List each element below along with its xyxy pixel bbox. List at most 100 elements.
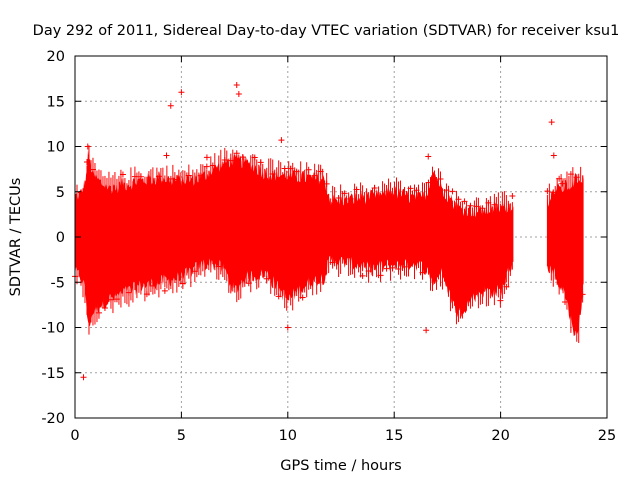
data-point xyxy=(251,154,258,161)
data-point xyxy=(287,165,294,172)
data-point xyxy=(573,174,580,181)
data-point xyxy=(131,173,138,180)
data-point xyxy=(275,293,282,300)
data-point xyxy=(371,184,378,191)
data-point xyxy=(95,309,102,316)
data-point xyxy=(197,172,204,179)
data-point xyxy=(245,280,252,287)
outlier-point xyxy=(80,374,87,381)
data-point xyxy=(365,267,372,274)
y-tick-label: -5 xyxy=(51,275,65,291)
outlier-point xyxy=(233,81,240,88)
data-point xyxy=(155,173,162,180)
data-point xyxy=(173,176,180,183)
data-point xyxy=(89,166,96,173)
data-point xyxy=(227,157,234,164)
data-point xyxy=(209,162,216,169)
data-series xyxy=(72,81,586,381)
data-point xyxy=(485,199,492,206)
y-tick-label: 0 xyxy=(56,230,65,246)
data-point xyxy=(179,280,186,287)
data-point xyxy=(101,304,108,311)
outlier-point xyxy=(559,180,566,187)
data-point xyxy=(503,283,510,290)
chart-title: Day 292 of 2011, Sidereal Day-to-day VTE… xyxy=(33,23,620,39)
data-point xyxy=(550,189,557,196)
data-point xyxy=(119,171,126,178)
outlier-point xyxy=(278,137,285,144)
data-point xyxy=(113,296,120,303)
data-point xyxy=(383,265,390,272)
data-point xyxy=(473,203,480,210)
outlier-point xyxy=(423,327,430,334)
data-point xyxy=(269,170,276,177)
data-point xyxy=(125,289,132,296)
data-point xyxy=(467,202,474,209)
data-point xyxy=(413,187,420,194)
outlier-point xyxy=(235,91,242,98)
outlier-point xyxy=(163,152,170,159)
outlier-point xyxy=(548,119,555,126)
data-point xyxy=(347,195,354,202)
data-point xyxy=(455,196,462,203)
data-point xyxy=(567,171,574,178)
data-point xyxy=(239,154,246,161)
data-point xyxy=(335,194,342,201)
data-point xyxy=(203,163,210,170)
data-point xyxy=(359,272,366,279)
x-tick-label: 25 xyxy=(598,428,616,444)
data-point xyxy=(491,201,498,208)
data-point xyxy=(107,296,114,303)
data-point xyxy=(311,172,318,179)
data-point xyxy=(395,265,402,272)
data-point xyxy=(353,186,360,193)
y-tick-label: -20 xyxy=(41,411,65,427)
data-point xyxy=(191,268,198,275)
data-point xyxy=(479,205,486,212)
y-tick-label: 10 xyxy=(47,140,65,156)
data-point xyxy=(341,190,348,197)
data-point xyxy=(233,150,240,157)
data-point xyxy=(137,173,144,180)
data-point xyxy=(323,180,330,187)
data-point xyxy=(77,189,84,196)
data-point xyxy=(443,187,450,194)
data-point xyxy=(215,263,222,270)
data-point xyxy=(562,299,569,306)
data-point xyxy=(281,165,288,172)
y-axis-label: SDTVAR / TECUs xyxy=(8,178,24,297)
data-point xyxy=(377,272,384,279)
outlier-point xyxy=(284,324,291,331)
outlier-point xyxy=(84,143,91,150)
x-tick-label: 15 xyxy=(385,428,403,444)
data-point xyxy=(437,176,444,183)
outlier-point xyxy=(550,152,557,159)
data-point xyxy=(293,168,300,175)
data-point xyxy=(161,287,168,294)
x-axis-label: GPS time / hours xyxy=(280,458,401,474)
outlier-point xyxy=(425,153,432,160)
data-point xyxy=(509,193,516,200)
axis-ticks: 0 5 10 15 20 25 -20 -15 -10 -5 0 5 10 15 20 xyxy=(41,49,616,444)
data-point xyxy=(221,156,228,163)
outlier-point xyxy=(167,102,174,109)
data-point xyxy=(149,282,156,289)
x-tick-label: 5 xyxy=(177,428,186,444)
y-tick-label: -15 xyxy=(41,366,65,382)
data-point xyxy=(401,263,408,270)
data-point xyxy=(305,166,312,173)
data-point xyxy=(579,291,586,298)
y-tick-label: 20 xyxy=(47,49,65,65)
data-point xyxy=(317,168,324,175)
data-point xyxy=(419,269,426,276)
outlier-point xyxy=(203,154,210,161)
x-tick-label: 20 xyxy=(491,428,509,444)
data-point xyxy=(407,185,414,192)
data-point xyxy=(83,158,90,165)
data-point xyxy=(263,275,270,282)
data-point xyxy=(329,259,336,266)
data-point xyxy=(167,175,174,182)
data-point xyxy=(461,198,468,205)
data-point xyxy=(425,179,432,186)
